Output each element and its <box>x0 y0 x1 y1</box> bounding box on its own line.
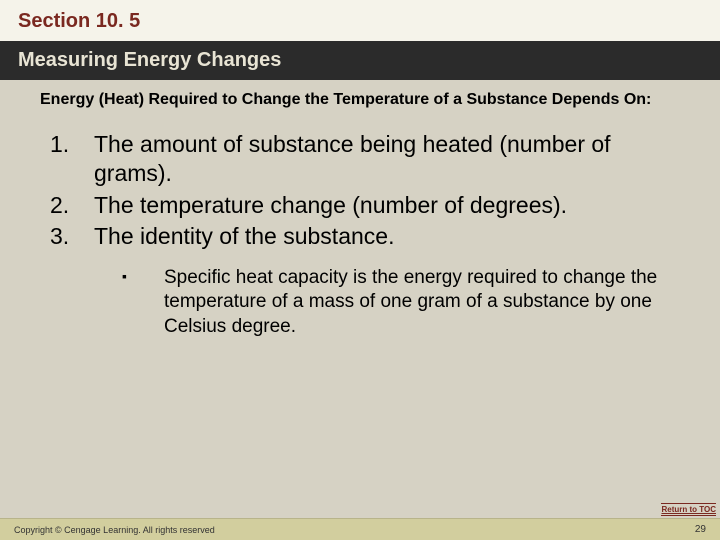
subheading-text: Energy (Heat) Required to Change the Tem… <box>40 90 680 110</box>
sub-list-item: Specific heat capacity is the energy req… <box>122 266 680 340</box>
section-label: Section 10. 5 <box>18 10 140 32</box>
list-item-text: The identity of the substance. <box>94 223 394 249</box>
list-item: The identity of the substance. Specific … <box>40 222 680 340</box>
numbered-list: The amount of substance being heated (nu… <box>40 130 680 340</box>
bulleted-sublist: Specific heat capacity is the energy req… <box>122 266 680 340</box>
copyright-text: Copyright © Cengage Learning. All rights… <box>14 525 215 535</box>
page-number: 29 <box>695 524 706 535</box>
section-header-bar: Section 10. 5 <box>0 0 720 41</box>
subheading-container: Energy (Heat) Required to Change the Tem… <box>0 80 720 116</box>
return-to-toc-link[interactable]: Return to TOC <box>661 503 716 516</box>
list-item: The temperature change (number of degree… <box>40 191 680 220</box>
content-area: The amount of substance being heated (nu… <box>0 116 720 340</box>
footer-bar: Copyright © Cengage Learning. All rights… <box>0 518 720 540</box>
slide-title: Measuring Energy Changes <box>18 49 281 71</box>
list-item: The amount of substance being heated (nu… <box>40 130 680 189</box>
title-bar: Measuring Energy Changes <box>0 41 720 80</box>
